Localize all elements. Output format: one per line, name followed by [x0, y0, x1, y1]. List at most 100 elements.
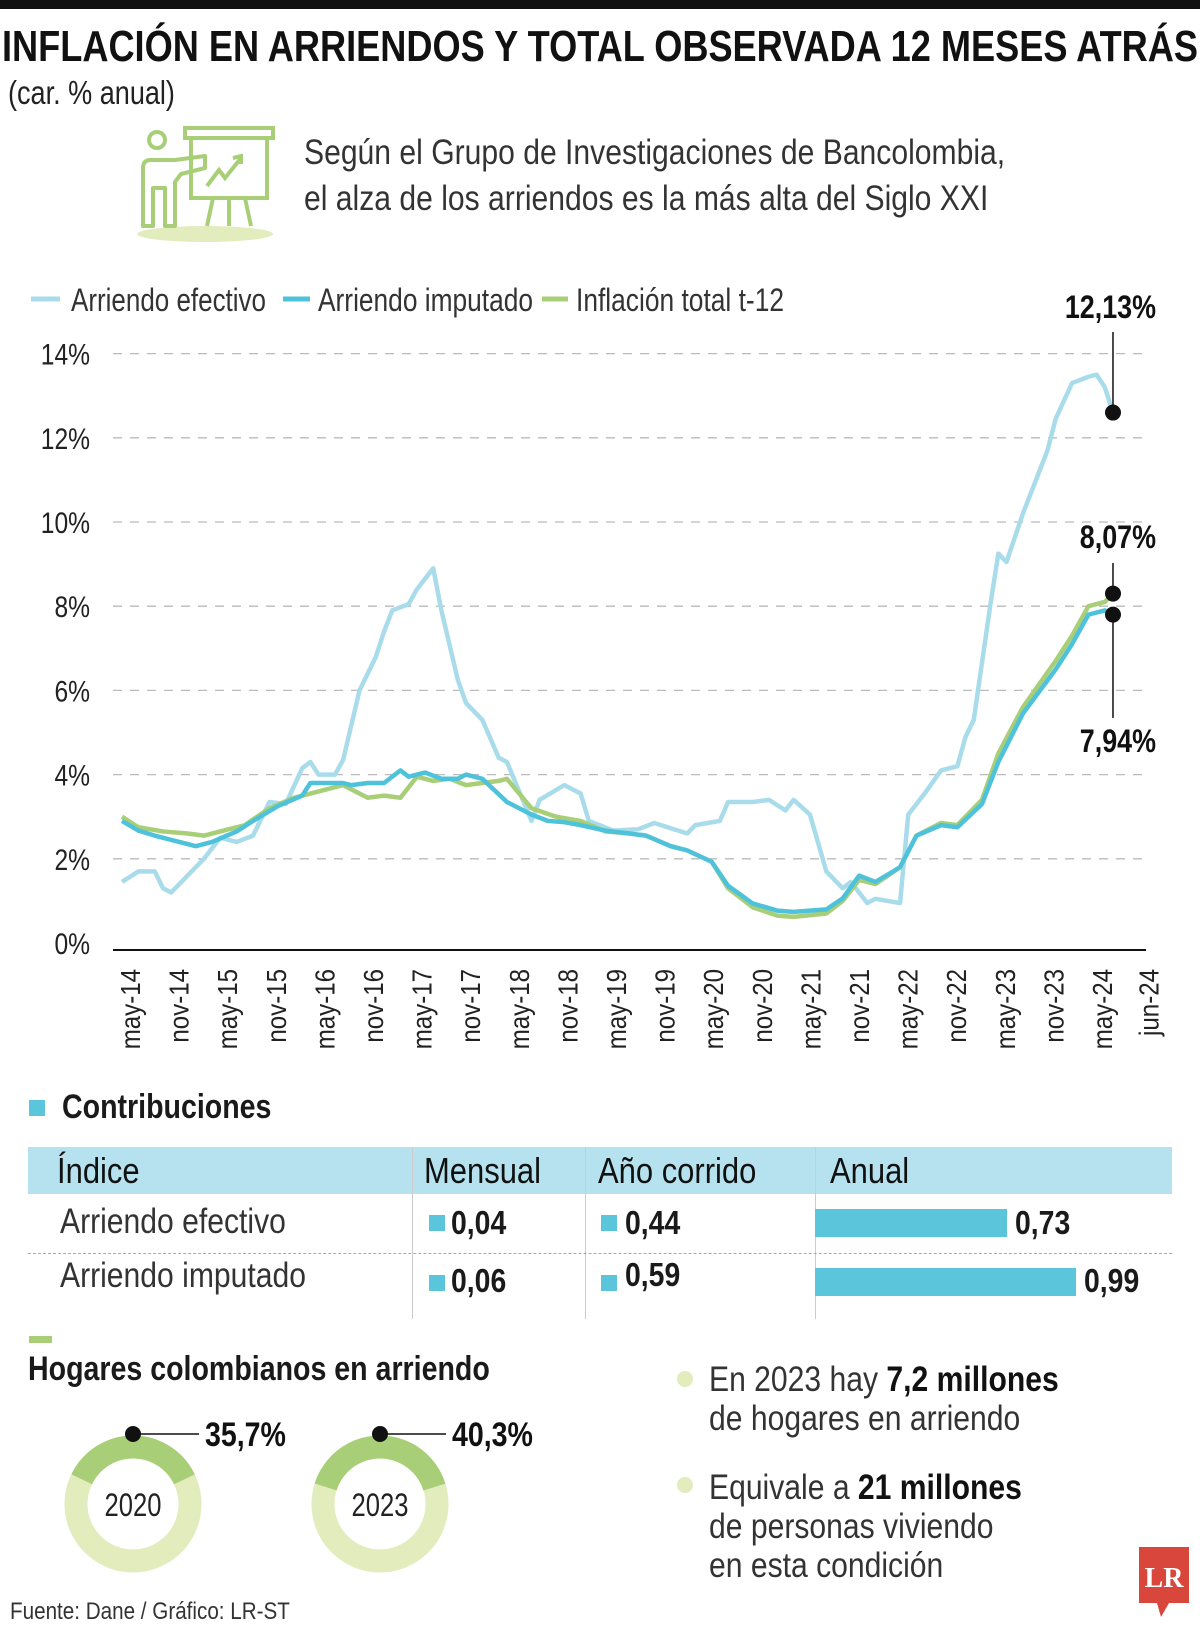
- bullet-text: de hogares en arriendo: [709, 1399, 1021, 1438]
- quote-line-2: el alza de los arriendos es la más alta …: [304, 179, 989, 218]
- quote-line-1: Según el Grupo de Investigaciones de Ban…: [304, 133, 1006, 172]
- anual-bar: [815, 1209, 1008, 1237]
- x-tick-label: nov-16: [357, 969, 389, 1043]
- donut-dot: [125, 1426, 141, 1442]
- x-tick-label: jun-24: [1133, 969, 1165, 1037]
- donut-year-label: 2020: [105, 1488, 162, 1523]
- row-anual: 0,99: [1084, 1262, 1140, 1299]
- lr-logo: LR: [1139, 1547, 1189, 1617]
- row-anual: 0,73: [1015, 1204, 1071, 1241]
- top-bar: [0, 0, 1200, 9]
- x-tick-label: nov-22: [940, 969, 972, 1043]
- line-chart: Arriendo efectivo Arriendo imputado Infl…: [31, 282, 1165, 1049]
- x-tick-label: may-17: [406, 969, 438, 1049]
- row-ano-corrido: 0,59: [625, 1256, 681, 1293]
- title-svg: INFLACIÓN EN ARRIENDOS Y TOTAL OBSERVADA…: [2, 21, 1198, 70]
- page-title: INFLACIÓN EN ARRIENDOS Y TOTAL OBSERVADA…: [2, 21, 1198, 70]
- x-tick-label: nov-20: [746, 969, 778, 1043]
- column-divider: [412, 1147, 413, 1319]
- bullet-text: Equivale a: [709, 1468, 858, 1507]
- header-indice: Índice: [57, 1150, 140, 1191]
- y-tick-label: 2%: [54, 842, 90, 876]
- x-tick-label: may-24: [1086, 969, 1118, 1049]
- value-marker: [601, 1215, 617, 1231]
- legend-label: Inflación total t-12: [576, 282, 784, 318]
- y-tick-label: 12%: [41, 421, 90, 455]
- x-tick-label: may-16: [309, 969, 341, 1049]
- row-mensual: 0,06: [451, 1262, 507, 1299]
- row-mensual: 0,04: [451, 1204, 507, 1241]
- hogares-marker: [29, 1336, 52, 1343]
- x-tick-label: nov-21: [843, 969, 875, 1043]
- header-ano-corrido: Año corrido: [598, 1150, 757, 1191]
- y-tick-label: 14%: [41, 337, 90, 371]
- row-divider: [28, 1253, 1172, 1254]
- annotation-label: 12,13%: [1065, 290, 1156, 326]
- bullet-text: de personas viviendo: [709, 1507, 994, 1546]
- bullet-text: en esta condición: [709, 1546, 944, 1585]
- x-tick-label: may-21: [795, 969, 827, 1049]
- bullet-people: Equivale a 21 millones de personas vivie…: [709, 1468, 1022, 1585]
- donut-2023: 2023 40,3%: [311, 1416, 533, 1573]
- bullet-households: En 2023 hay 7,2 millones de hogares en a…: [709, 1360, 1059, 1438]
- x-tick-label: may-14: [114, 969, 146, 1049]
- column-divider: [585, 1147, 586, 1319]
- row-indice: Arriendo efectivo: [60, 1202, 286, 1241]
- anual-bar: [815, 1268, 1076, 1296]
- x-tick-label: nov-17: [454, 969, 486, 1043]
- x-tick-label: may-15: [211, 969, 243, 1049]
- logo-text: LR: [1145, 1563, 1185, 1594]
- series-line-arriendo-imputado: [120, 608, 1115, 915]
- row-indice: Arriendo imputado: [60, 1256, 306, 1295]
- donut-dot: [372, 1426, 388, 1442]
- row-ano-corrido: 0,44: [625, 1204, 681, 1241]
- x-tick-label: nov-19: [649, 969, 681, 1043]
- y-tick-label: 4%: [54, 758, 90, 792]
- bullet-dot: [677, 1477, 693, 1493]
- bullet-dot: [677, 1371, 693, 1387]
- bullet-highlight: 7,2 millones: [886, 1360, 1059, 1399]
- value-marker: [429, 1275, 445, 1291]
- y-tick-label: 8%: [54, 590, 90, 624]
- x-tick-label: may-20: [697, 969, 729, 1049]
- presenter-chart-icon: [137, 126, 275, 242]
- annotation-dot: [1104, 404, 1121, 421]
- bullet-highlight: 21 millones: [857, 1468, 1022, 1507]
- legend: Arriendo efectivo Arriendo imputado Infl…: [31, 282, 784, 318]
- value-marker: [429, 1215, 445, 1231]
- x-tick-label: nov-14: [163, 969, 195, 1043]
- x-tick-label: nov-18: [552, 969, 584, 1043]
- contribuciones-title: Contribuciones: [62, 1088, 272, 1126]
- bullet-text: En 2023 hay: [709, 1360, 887, 1399]
- legend-label: Arriendo efectivo: [71, 282, 266, 318]
- subtitle: (car. % anual): [8, 74, 175, 111]
- annotation-label: 8,07%: [1080, 520, 1156, 556]
- annotation-label: 7,94%: [1080, 724, 1156, 760]
- donut-value-label: 35,7%: [205, 1416, 286, 1454]
- donut-share-arc: [311, 1435, 449, 1573]
- series-line-inflaci-n-total-t-12: [120, 592, 1115, 920]
- legend-label: Arriendo imputado: [318, 282, 533, 318]
- value-marker: [601, 1275, 617, 1291]
- annotation-dot: [1104, 606, 1121, 623]
- source-footer: Fuente: Dane / Gráfico: LR-ST: [10, 1598, 290, 1625]
- donut-charts: 2020 35,7% 2023 40,3%: [64, 1416, 533, 1573]
- table-header: [28, 1147, 1172, 1194]
- x-tick-label: may-18: [503, 969, 535, 1049]
- contribuciones-marker: [29, 1100, 45, 1116]
- header-anual: Anual: [830, 1150, 910, 1191]
- x-tick-label: may-22: [892, 969, 924, 1049]
- y-tick-label: 10%: [41, 506, 90, 540]
- x-tick-label: nov-23: [1038, 969, 1070, 1043]
- x-tick-label: nov-15: [260, 969, 292, 1043]
- y-tick-label: 6%: [54, 674, 90, 708]
- header-mensual: Mensual: [424, 1150, 542, 1191]
- donut-value-label: 40,3%: [452, 1416, 533, 1454]
- donut-2020: 2020 35,7%: [64, 1416, 286, 1573]
- x-tick-label: may-19: [600, 969, 632, 1049]
- y-tick-label: 0%: [54, 927, 90, 961]
- quote: Según el Grupo de Investigaciones de Ban…: [304, 130, 1005, 222]
- donut-year-label: 2023: [352, 1488, 409, 1523]
- annotation-dot: [1104, 585, 1121, 602]
- hogares-title: Hogares colombianos en arriendo: [28, 1350, 490, 1388]
